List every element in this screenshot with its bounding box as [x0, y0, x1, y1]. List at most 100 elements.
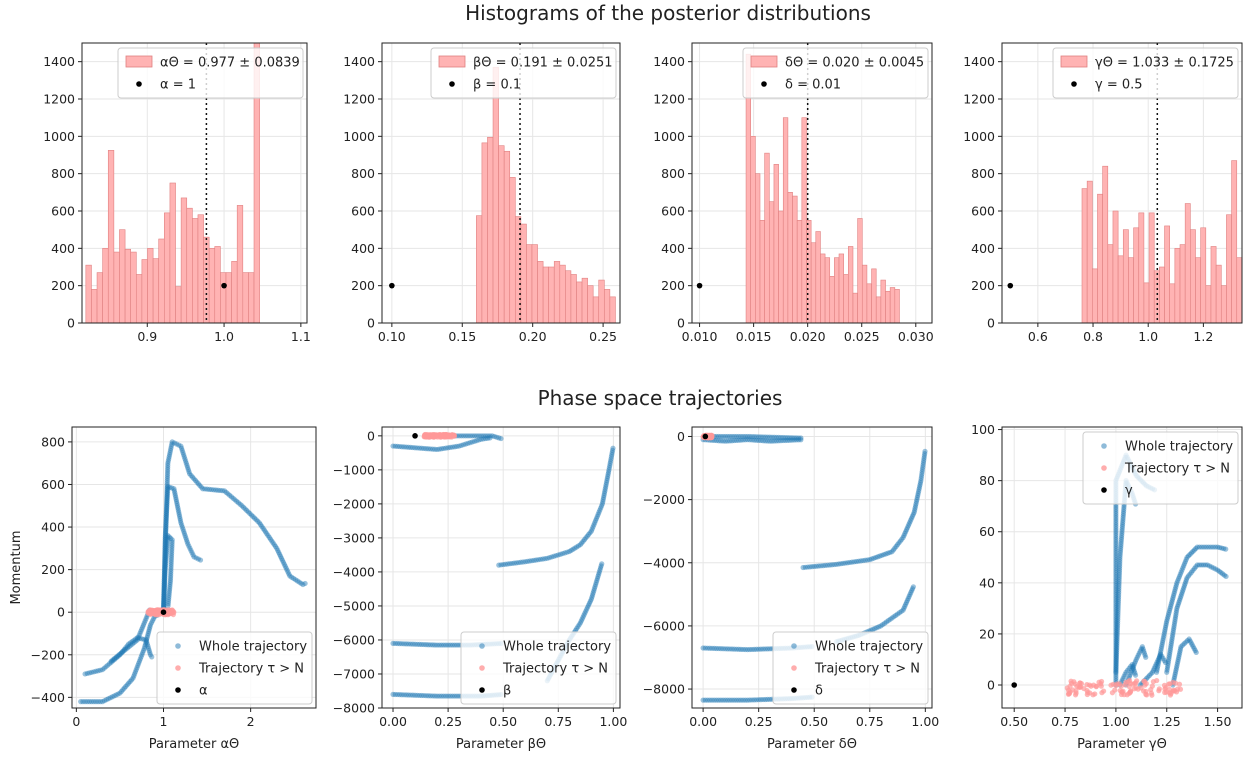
whole-trajectory-point	[1120, 510, 1127, 517]
whole-trajectory-point	[590, 590, 596, 596]
whole-trajectory-point	[1154, 667, 1160, 673]
whole-trajectory-point	[1113, 654, 1120, 660]
whole-trajectory-point	[1183, 639, 1189, 645]
whole-trajectory-point	[1113, 574, 1119, 580]
whole-trajectory-point	[542, 556, 548, 562]
whole-trajectory-point	[1204, 562, 1211, 568]
legend-patch	[125, 55, 153, 68]
whole-trajectory-point	[164, 499, 170, 506]
hist-bar	[782, 117, 789, 323]
y-tick-label: 0	[57, 605, 65, 620]
whole-trajectory-point	[134, 664, 140, 671]
whole-trajectory-point	[1141, 650, 1147, 656]
whole-trajectory-point	[458, 442, 464, 448]
whole-trajectory-point	[1169, 597, 1175, 603]
whole-trajectory-point	[915, 490, 921, 496]
whole-trajectory-point	[1113, 669, 1119, 675]
whole-trajectory-point	[909, 515, 915, 521]
hist-bar	[806, 220, 812, 323]
whole-trajectory-point	[165, 462, 171, 468]
whole-trajectory-point	[793, 437, 800, 443]
whole-trajectory-point	[164, 543, 170, 549]
whole-trajectory-point	[566, 548, 572, 555]
whole-trajectory-point	[1187, 551, 1193, 557]
whole-trajectory-point	[452, 444, 458, 450]
whole-trajectory-point	[907, 591, 913, 598]
whole-trajectory-point	[161, 574, 167, 580]
whole-trajectory-point	[878, 623, 884, 629]
whole-trajectory-point	[250, 514, 256, 520]
whole-trajectory-point	[894, 542, 901, 548]
whole-trajectory-point	[591, 588, 597, 594]
tail-trajectory-point	[1066, 690, 1073, 697]
whole-trajectory-point	[161, 602, 167, 609]
whole-trajectory-point	[1153, 661, 1159, 667]
hist-bar	[820, 253, 826, 323]
whole-trajectory-point	[1113, 594, 1119, 600]
whole-trajectory-point	[163, 502, 170, 508]
whole-trajectory-point	[1212, 544, 1218, 550]
whole-trajectory-point	[480, 436, 486, 442]
whole-trajectory-point	[86, 699, 93, 705]
whole-trajectory-point	[892, 545, 898, 551]
whole-trajectory-point	[829, 562, 835, 568]
whole-trajectory-point	[482, 435, 489, 442]
whole-trajectory-point	[124, 682, 130, 688]
whole-trajectory-point	[1113, 513, 1119, 519]
y-tick-label: −4000	[333, 564, 375, 579]
whole-trajectory-point	[736, 697, 742, 703]
hist-bar	[1102, 165, 1109, 323]
whole-trajectory-point	[177, 515, 183, 522]
whole-trajectory-point	[1121, 508, 1127, 514]
whole-trajectory-point	[294, 578, 300, 584]
whole-trajectory-point	[798, 435, 804, 441]
y-tick-label: −2000	[333, 496, 375, 511]
whole-trajectory-point	[162, 563, 168, 569]
whole-trajectory-point	[193, 555, 199, 561]
tail-trajectory-point	[170, 611, 176, 618]
whole-trajectory-point	[161, 576, 167, 582]
hist-bar	[889, 287, 896, 323]
true-value-point	[412, 433, 418, 439]
tail-trajectory-point	[1108, 682, 1114, 688]
whole-trajectory-point	[1174, 605, 1180, 611]
whole-trajectory-point	[585, 602, 592, 608]
legend-label: α	[199, 684, 208, 699]
whole-trajectory-point	[727, 433, 733, 440]
tail-trajectory-point	[1161, 682, 1168, 688]
whole-trajectory-point	[1113, 635, 1119, 641]
whole-trajectory-point	[414, 641, 420, 647]
whole-trajectory-point	[141, 636, 147, 642]
whole-trajectory-point	[167, 484, 173, 490]
whole-trajectory-point	[1117, 561, 1123, 567]
whole-trajectory-point	[1118, 539, 1124, 545]
whole-trajectory-point	[914, 497, 920, 503]
whole-trajectory-point	[1113, 613, 1119, 620]
whole-trajectory-point	[1126, 673, 1133, 680]
whole-trajectory-point	[206, 486, 212, 492]
whole-trajectory-point	[584, 606, 590, 612]
whole-trajectory-point	[822, 562, 828, 568]
whole-trajectory-point	[731, 646, 737, 652]
legend-marker	[136, 81, 142, 87]
whole-trajectory-point	[1115, 605, 1121, 611]
whole-trajectory-point	[722, 646, 728, 652]
hist-bar	[531, 244, 538, 323]
y-axis-label: Momentum	[9, 530, 24, 604]
whole-trajectory-point	[899, 536, 905, 542]
whole-trajectory-point	[163, 512, 169, 519]
whole-trajectory-point	[302, 580, 308, 587]
whole-trajectory-point	[162, 528, 169, 534]
whole-trajectory-point	[918, 478, 924, 484]
whole-trajectory-point	[458, 433, 464, 439]
whole-trajectory-point	[1113, 663, 1119, 669]
whole-trajectory-point	[163, 560, 169, 566]
whole-trajectory-point	[292, 577, 299, 583]
whole-trajectory-point	[607, 458, 614, 464]
y-tick-label: 1400	[43, 54, 75, 69]
whole-trajectory-point	[906, 521, 912, 527]
whole-trajectory-point	[1113, 665, 1119, 671]
whole-trajectory-point	[168, 561, 174, 568]
whole-trajectory-point	[1165, 614, 1171, 620]
whole-trajectory-point	[487, 433, 493, 439]
